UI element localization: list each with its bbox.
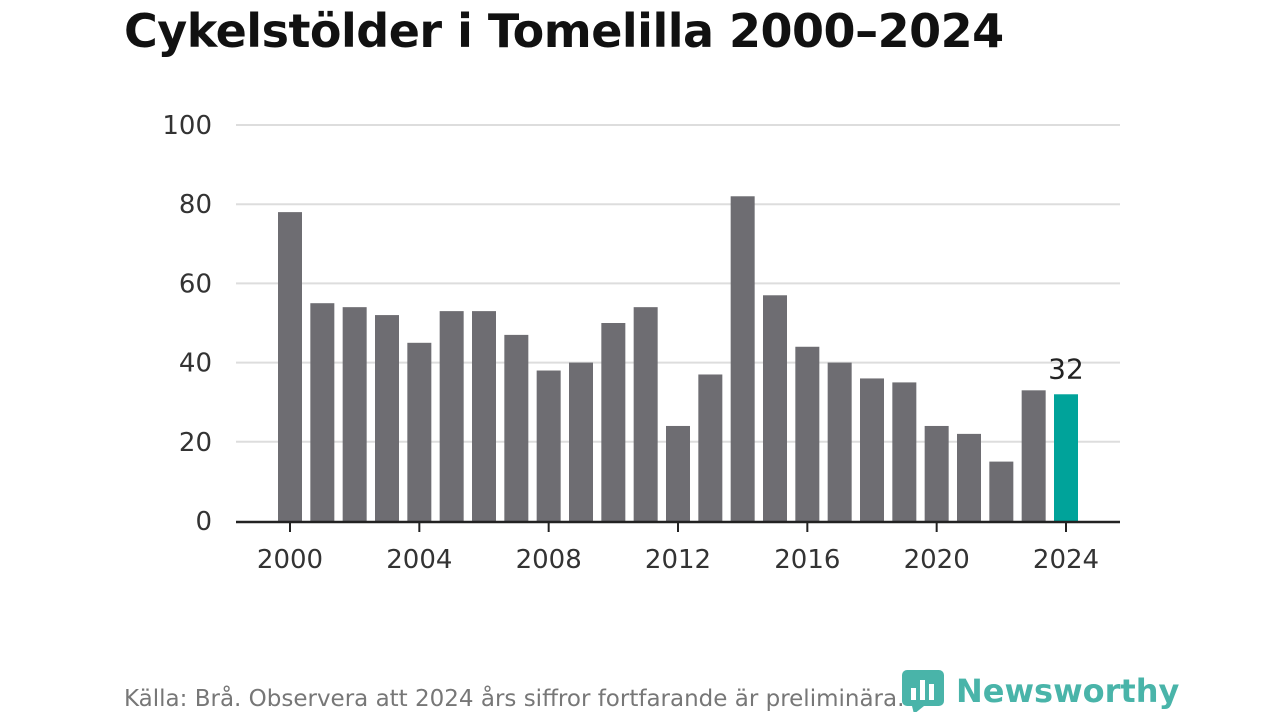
gridlines [236,124,1120,443]
bar-2017 [827,362,852,521]
x-axis-ticks: 2000 2004 2008 2012 2016 2020 2024 [257,522,1099,575]
bar-2004 [407,342,432,521]
bar-2005 [439,311,464,521]
source-note: Källa: Brå. Observera att 2024 års siffr… [124,686,905,712]
brand-name: Newsworthy [956,672,1180,710]
x-tick-label-2024: 2024 [1033,545,1099,575]
newsworthy-logo-icon [902,670,944,712]
bar-2014 [730,196,755,521]
bar-2016 [795,346,820,521]
bar-2009 [569,362,593,521]
bar-2010 [601,323,626,521]
bar-2023 [1021,390,1046,521]
y-tick-label-80: 80 [179,190,212,220]
bars [278,196,1078,521]
bar-2019 [892,382,917,521]
bar-2001 [310,303,335,521]
bar-2006 [472,311,496,521]
y-axis-ticks: 0 20 40 60 80 100 [162,111,212,537]
x-tick-label-2008: 2008 [516,545,582,575]
x-tick-label-2000: 2000 [257,545,323,575]
bar-2021 [957,433,981,521]
x-tick-label-2016: 2016 [774,545,840,575]
bar-2022 [989,461,1014,521]
bar-2008 [536,370,561,521]
bar-2003 [375,315,399,521]
x-tick-label-2012: 2012 [645,545,711,575]
chart-title: Cykelstölder i Tomelilla 2000–2024 [124,4,1004,58]
y-tick-label-0: 0 [195,507,212,537]
bar-2011 [633,307,658,521]
y-tick-label-20: 20 [179,428,212,458]
x-tick-label-2020: 2020 [904,545,970,575]
bar-2002 [342,307,367,521]
y-tick-label-40: 40 [179,349,212,379]
bar-2015 [763,295,787,521]
bar-2000 [278,212,302,521]
brand-logo: Newsworthy [902,670,1179,712]
bar-2018 [860,378,884,521]
data-label-2024: 32 [1048,352,1084,385]
bar-2012 [666,425,690,521]
x-tick-label-2004: 2004 [386,545,452,575]
y-tick-label-100: 100 [162,111,212,141]
bar-2013 [698,374,723,521]
bar-2024 [1054,394,1078,521]
y-tick-label-60: 60 [179,269,212,299]
bar-2007 [504,334,529,521]
bar-2020 [924,425,949,521]
